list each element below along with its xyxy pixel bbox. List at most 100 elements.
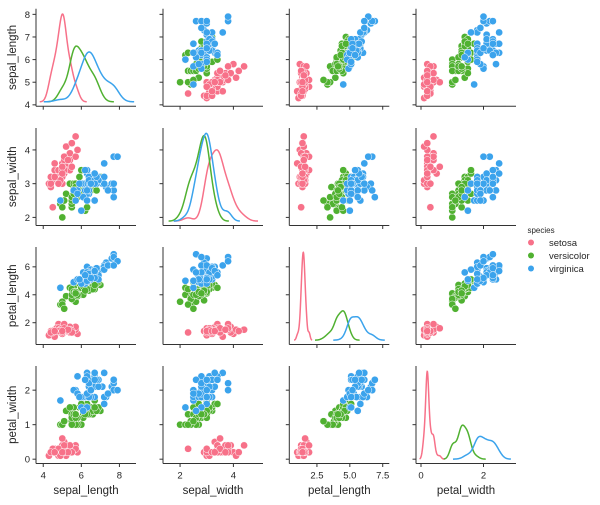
scatter-point-virginica (202, 375, 211, 384)
scatter-point-versicolor (326, 213, 334, 222)
scatter-point-virginica (100, 159, 109, 168)
scatter-point-virginica (364, 152, 373, 161)
scatter-point-virginica (473, 179, 482, 188)
scatter-point-virginica (192, 407, 200, 415)
legend-marker-versicolor (528, 252, 534, 259)
scatter-point-versicolor (81, 286, 89, 295)
scatter-point-virginica (476, 196, 485, 205)
scatter-point-virginica (479, 12, 488, 21)
scatter-point-setosa (298, 78, 307, 87)
y-tick-label: 0 (25, 455, 30, 466)
scatter-point-versicolor (90, 403, 99, 412)
scatter-series-setosa (293, 60, 313, 102)
scatter-point-setosa (224, 62, 232, 71)
scatter-point-setosa (50, 448, 59, 457)
scatter-series-virginica (339, 152, 379, 215)
scatter-point-virginica (218, 369, 227, 377)
legend-marker-virginica (528, 265, 534, 272)
scatter-point-virginica (460, 268, 469, 277)
scatter-point-virginica (489, 179, 497, 188)
x-tick-label: 2 (177, 471, 182, 482)
scatter-point-virginica (224, 12, 232, 21)
x-tick-label: 6 (79, 471, 84, 482)
scatter-point-virginica (87, 386, 95, 395)
scatter-point-setosa (48, 203, 57, 212)
y-tick-label: 3 (25, 179, 30, 190)
legend-label-setosa: setosa (549, 238, 578, 249)
scatter-point-virginica (353, 193, 362, 202)
scatter-point-virginica (197, 379, 206, 388)
y-tick-label: 6 (25, 262, 30, 273)
panel-sepal_length-vs-petal_width (412, 8, 516, 110)
scatter-point-virginica (109, 375, 118, 384)
legend: species setosa versicolor virginica (527, 226, 589, 275)
scatter-point-versicolor (336, 51, 345, 59)
scatter-point-setosa (299, 156, 308, 164)
scatter-point-virginica (470, 80, 478, 89)
scatter-point-virginica (339, 196, 348, 205)
panel-sepal_width-vs-sepal_length: 2 3 4 (25, 128, 136, 229)
y-axis-label: petal_width (7, 386, 19, 444)
scatter-point-versicolor (60, 417, 69, 426)
scatter-point-virginica (347, 393, 355, 401)
scatter-point-versicolor (71, 410, 80, 419)
scatter-point-setosa (298, 448, 307, 457)
scatter-point-setosa (221, 448, 230, 457)
scatter-point-virginica (104, 389, 112, 398)
scatter-series-virginica (460, 250, 503, 292)
scatter-point-versicolor (334, 62, 342, 71)
scatter-point-setosa (58, 169, 67, 178)
scatter-point-setosa (435, 324, 444, 333)
scatter-point-virginica (73, 372, 82, 381)
scatter-series-virginica (181, 250, 232, 292)
scatter-point-virginica (181, 55, 190, 64)
scatter-point-versicolor (184, 420, 192, 429)
scatter-point-versicolor (197, 289, 206, 298)
panel-sepal_length-vs-sepal_width (159, 8, 263, 110)
scatter-point-setosa (58, 327, 67, 335)
scatter-point-virginica (473, 58, 482, 66)
scatter-series-setosa (293, 434, 313, 460)
scatter-point-virginica (202, 275, 211, 284)
scatter-point-virginica (197, 253, 206, 261)
scatter-point-virginica (356, 400, 365, 408)
scatter-series-virginica (181, 369, 232, 415)
scatter-point-versicolor (75, 173, 84, 181)
scatter-point-virginica (495, 267, 503, 275)
scatter-point-setosa (305, 441, 313, 450)
scatter-point-setosa (426, 179, 435, 188)
x-tick-label: 2.5 (310, 471, 323, 482)
scatter-point-virginica (345, 196, 354, 205)
scatter-point-versicolor (457, 62, 466, 71)
panel-sepal_length-vs-petal_length (285, 8, 390, 110)
scatter-point-versicolor (451, 196, 460, 205)
scatter-point-versicolor (467, 166, 475, 175)
scatter-point-virginica (90, 196, 99, 205)
scatter-series-setosa (420, 132, 444, 212)
scatter-point-virginica (489, 166, 497, 175)
scatter-point-virginica (347, 189, 355, 198)
y-axis-label: sepal_length (7, 25, 19, 90)
scatter-point-virginica (189, 80, 198, 89)
scatter-point-virginica (489, 193, 497, 202)
scatter-point-setosa (234, 67, 243, 75)
kde-curve-virginica (173, 132, 240, 222)
scatter-point-versicolor (451, 304, 460, 313)
y-tick-label: 4 (25, 145, 30, 156)
scatter-series-setosa (45, 132, 82, 212)
scatter-point-virginica (79, 407, 88, 415)
scatter-point-virginica (368, 186, 377, 195)
scatter-point-versicolor (448, 203, 457, 212)
scatter-point-versicolor (58, 213, 67, 222)
kde-curve-versicolor (168, 134, 229, 222)
scatter-point-virginica (189, 39, 198, 48)
scatter-point-virginica (360, 186, 369, 195)
scatter-point-setosa (71, 132, 80, 141)
scatter-point-virginica (464, 186, 472, 195)
scatter-point-setosa (210, 78, 219, 87)
scatter-point-setosa (58, 448, 67, 457)
scatter-series-setosa (45, 434, 82, 460)
scatter-point-virginica (100, 400, 109, 408)
scatter-point-virginica (77, 206, 86, 215)
scatter-point-virginica (113, 386, 122, 395)
